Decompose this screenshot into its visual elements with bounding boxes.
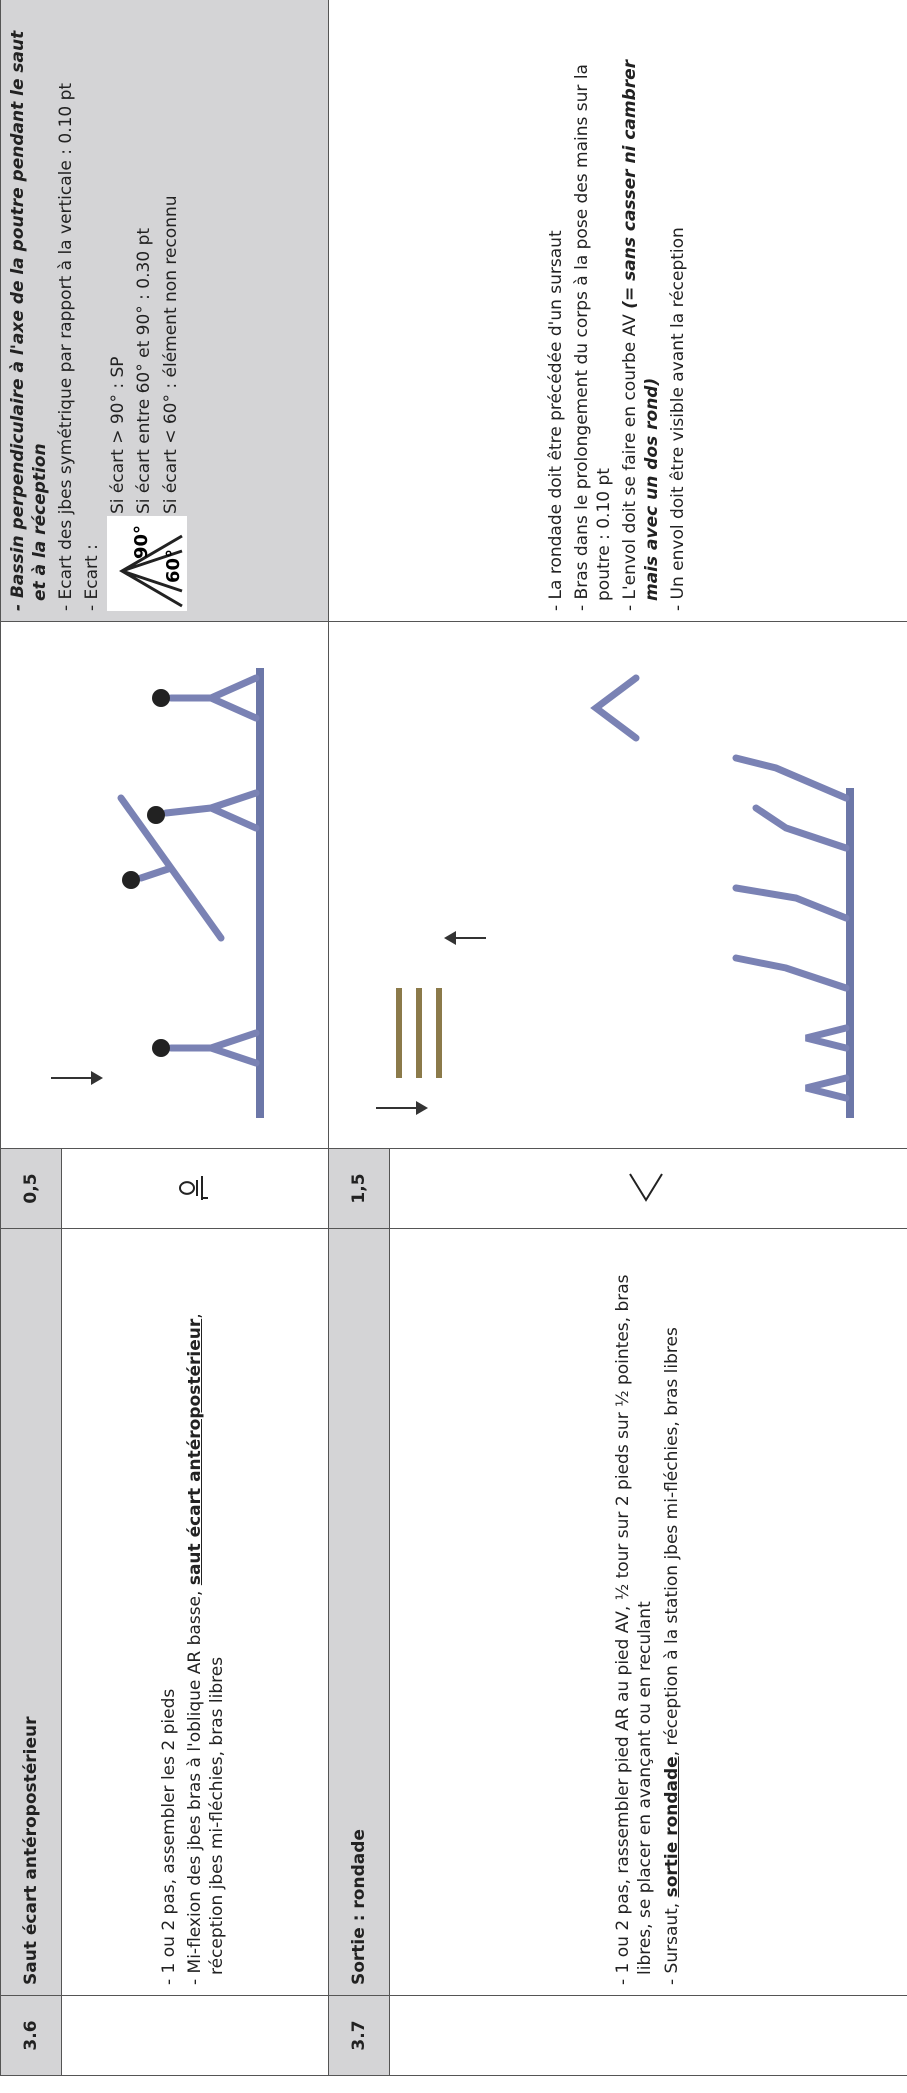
criterion: - La rondade doit être précédée d'un sur… bbox=[545, 10, 567, 611]
illustration bbox=[328, 621, 907, 1149]
text: - Sursaut, bbox=[661, 1897, 682, 1985]
jump-illustration bbox=[51, 668, 265, 1118]
item-number: 3.6 bbox=[0, 1995, 62, 2076]
angle-label: 90° bbox=[131, 525, 152, 559]
text: , réception à la station jbes mi-fléchie… bbox=[661, 1327, 682, 1757]
empty-cell bbox=[389, 1995, 907, 2076]
empty-cell bbox=[61, 1995, 329, 2076]
description: - Sursaut, sortie rondade, réception à l… bbox=[661, 1239, 683, 1985]
criterion: - Bras dans le prolongement du corps à l… bbox=[571, 10, 615, 611]
illustration bbox=[0, 621, 329, 1149]
angle-label: 60° bbox=[163, 549, 184, 583]
criterion: - Ecart des jbes symétrique par rapport … bbox=[56, 82, 77, 611]
angle-diagram: 90° 60° bbox=[107, 516, 188, 611]
criteria-cell: - Bassin perpendiculaire à l'axe de la p… bbox=[0, 0, 329, 622]
text: - L'envol doit se faire en courbe AV bbox=[620, 308, 640, 611]
text: - 1 ou 2 pas, assembler les 2 pieds bbox=[158, 1688, 179, 1985]
text: - 1 ou 2 pas, rassembler pied AR au pied… bbox=[613, 1274, 656, 1985]
symbol-cell bbox=[61, 1148, 329, 1229]
symbol-cell bbox=[389, 1148, 907, 1229]
text: - Un envol doit être visible avant la ré… bbox=[668, 227, 689, 611]
rondade-illustration bbox=[375, 674, 854, 1118]
description: - Mi-flexion des jbes bras à l'oblique A… bbox=[184, 1239, 228, 1985]
item-number: 3.7 bbox=[328, 1995, 390, 2076]
item-value: 0,5 bbox=[0, 1148, 62, 1229]
description: - 1 ou 2 pas, assembler les 2 pieds bbox=[158, 1239, 180, 1985]
angle-rule: Si écart > 90° : SP bbox=[108, 356, 129, 514]
text: saut écart antéropostérieur bbox=[184, 1318, 205, 1586]
symbol bbox=[178, 1176, 208, 1201]
criterion: - Un envol doit être visible avant la ré… bbox=[667, 10, 689, 611]
item-value: 1,5 bbox=[328, 1148, 390, 1229]
angle-rule: Si écart < 60° : élément non reconnu bbox=[160, 195, 181, 514]
text: - La rondade doit être précédée d'un sur… bbox=[545, 230, 566, 611]
text: - Bras dans le prolongement du corps à l… bbox=[571, 64, 614, 611]
description: - 1 ou 2 pas, rassembler pied AR au pied… bbox=[612, 1239, 656, 1985]
criterion: - L'envol doit se faire en courbe AV (= … bbox=[619, 10, 663, 611]
criterion: - Bassin perpendiculaire à l'axe de la p… bbox=[8, 30, 51, 611]
text: sortie rondade bbox=[661, 1756, 682, 1898]
symbol bbox=[629, 1173, 664, 1203]
text: - Mi-flexion des jbes bras à l'oblique A… bbox=[184, 1585, 205, 1985]
criterion: - Ecart : bbox=[82, 544, 103, 611]
criteria-cell: - La rondade doit être précédée d'un sur… bbox=[328, 0, 907, 622]
item-title: Sortie : rondade bbox=[328, 1228, 390, 1996]
angle-rule: Si écart entre 60° et 90° : 0.30 pt bbox=[134, 227, 155, 514]
angle-block: 90° 60° Si écart > 90° : SP Si écart ent… bbox=[107, 10, 188, 611]
description-cell: - 1 ou 2 pas, rassembler pied AR au pied… bbox=[389, 1228, 907, 1996]
description-cell: - 1 ou 2 pas, assembler les 2 pieds - Mi… bbox=[61, 1228, 329, 1996]
item-title: Saut écart antéropostérieur bbox=[0, 1228, 62, 1996]
